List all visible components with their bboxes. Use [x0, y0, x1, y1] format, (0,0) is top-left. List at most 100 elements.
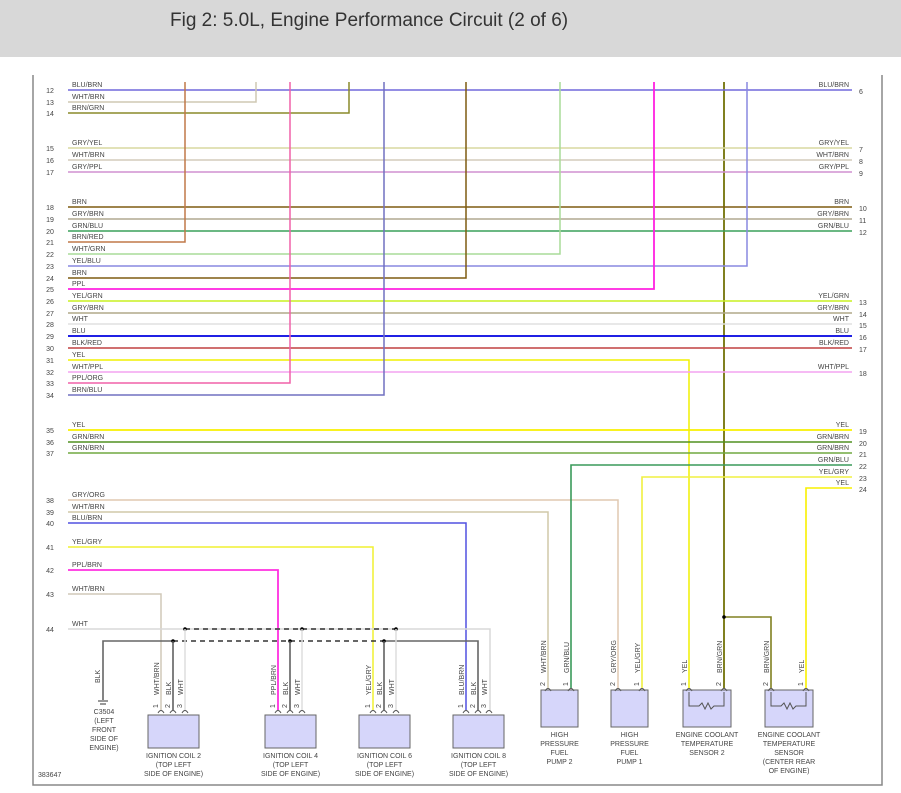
wire-label: WHT: [72, 316, 89, 323]
wire-label: WHT: [72, 621, 89, 628]
ground-label: FRONT: [92, 727, 117, 734]
wire-label-right: WHT/BRN: [816, 152, 849, 159]
blk-wire: [384, 640, 479, 710]
pin-number: 1: [365, 704, 372, 708]
component-label: FUEL: [551, 750, 569, 757]
pin-number: 28: [46, 322, 54, 329]
connector-terminal-icon: [567, 688, 575, 692]
wire-label-right: YEL: [836, 422, 849, 429]
pin-number: 31: [46, 358, 54, 365]
splice-dot: [722, 615, 726, 619]
pin-number-right: 10: [859, 206, 867, 213]
pin-number: 37: [46, 451, 54, 458]
connector-terminal-icon: [462, 710, 470, 714]
wire-label: WHT/PPL: [72, 364, 103, 371]
pin-number-right: 24: [859, 487, 867, 494]
wire-38: [68, 499, 619, 688]
pin-number-right: 6: [859, 89, 863, 96]
pin-number: 1: [270, 704, 277, 708]
pin-number: 43: [46, 592, 54, 599]
thermistor-icon: [688, 692, 725, 711]
ground-wire-label: BLK: [95, 669, 102, 683]
wire-34: [68, 82, 385, 396]
component-label: PUMP 1: [617, 759, 643, 766]
wire-label: BLU/BRN: [72, 515, 102, 522]
wire-right-23: [641, 476, 852, 688]
wire-31: [68, 359, 690, 688]
wire-39: [68, 511, 549, 688]
wire-42: [68, 569, 279, 710]
thermistor-icon: [770, 692, 807, 711]
component-label: SENSOR 2: [689, 750, 725, 757]
component-label: IGNITION COIL 4: [263, 753, 318, 760]
wire-label: BLK/RED: [72, 340, 102, 347]
wire-label: BLK: [471, 681, 478, 695]
pin-number-right: 22: [859, 464, 867, 471]
pin-number: 33: [46, 381, 54, 388]
wire-label: GRN/BRN: [72, 434, 104, 441]
component-label: SIDE OF ENGINE): [449, 771, 508, 778]
ground-label: SIDE OF: [90, 736, 118, 743]
pin-number: 32: [46, 370, 54, 377]
component-label: TEMPERATURE: [763, 741, 816, 748]
wire-label: PPL: [72, 281, 85, 288]
ignition-coil-4: [264, 714, 317, 749]
pin-number-right: 11: [859, 218, 866, 225]
wire-label: WHT/BRN: [72, 94, 105, 101]
wire-label: BLK: [166, 681, 173, 695]
pin-number: 27: [46, 311, 54, 318]
connector-terminal-icon: [474, 710, 482, 714]
wire-label: BRN/BLU: [72, 387, 102, 394]
component-label: PUMP 2: [547, 759, 573, 766]
pin-number: 1: [563, 682, 570, 686]
wire-label: PPL/BRN: [72, 562, 102, 569]
wire-label: PPL/BRN: [271, 665, 278, 695]
pin-number: 3: [294, 704, 301, 708]
wire-label: BLU/BRN: [459, 665, 466, 695]
wire-label: YEL: [72, 422, 85, 429]
connector-terminal-icon: [638, 688, 646, 692]
wire-label: GRN/BLU: [564, 642, 571, 673]
pin-number-right: 13: [859, 300, 867, 307]
pin-number: 1: [681, 682, 688, 686]
connector-terminal-icon: [369, 710, 377, 714]
connector-terminal-icon: [720, 688, 728, 692]
wire-label-right: GRY/PPL: [819, 164, 849, 171]
pin-number: 12: [46, 88, 54, 95]
pin-number: 35: [46, 428, 54, 435]
pin-number: 3: [481, 704, 488, 708]
component-label: SIDE OF ENGINE): [144, 771, 203, 778]
component-label: PRESSURE: [540, 741, 579, 748]
pin-number-right: 7: [859, 147, 863, 154]
ground-label: (LEFT: [94, 718, 114, 725]
wire-25: [68, 82, 655, 290]
pin-number: 1: [798, 682, 805, 686]
pin-number: 2: [376, 704, 383, 708]
wire-label: BRN/GRN: [717, 641, 724, 673]
pin-number: 29: [46, 334, 54, 341]
connector-terminal-icon: [380, 710, 388, 714]
wire-right-24: [805, 487, 852, 688]
pin-number: 15: [46, 146, 54, 153]
connector-terminal-icon: [485, 710, 493, 714]
wire-label: YEL: [799, 660, 806, 673]
pin-number-right: 16: [859, 335, 867, 342]
wire-label: WHT/GRN: [72, 246, 105, 253]
connector-terminal-icon: [392, 710, 400, 714]
pin-number: 40: [46, 521, 54, 528]
blk-ground-wire: [102, 640, 173, 700]
pin-number: 19: [46, 217, 54, 224]
figure-title: Fig 2: 5.0L, Engine Performance Circuit …: [170, 10, 569, 31]
wire-label: BRN: [72, 270, 87, 277]
wire-label-right: GRY/YEL: [819, 140, 849, 147]
connector-terminal-icon: [685, 688, 693, 692]
wire-label: WHT/BRN: [72, 586, 105, 593]
pin-number: 2: [763, 682, 770, 686]
component-label: IGNITION COIL 2: [146, 753, 201, 760]
wire-label: BRN/RED: [72, 234, 104, 241]
pin-number: 3: [177, 704, 184, 708]
wire-label: BLK: [283, 681, 290, 695]
wire-label: BRN/GRN: [72, 105, 104, 112]
engine-coolant-temperature-sensor-2: [682, 689, 732, 728]
component-label: OF ENGINE): [769, 768, 810, 775]
